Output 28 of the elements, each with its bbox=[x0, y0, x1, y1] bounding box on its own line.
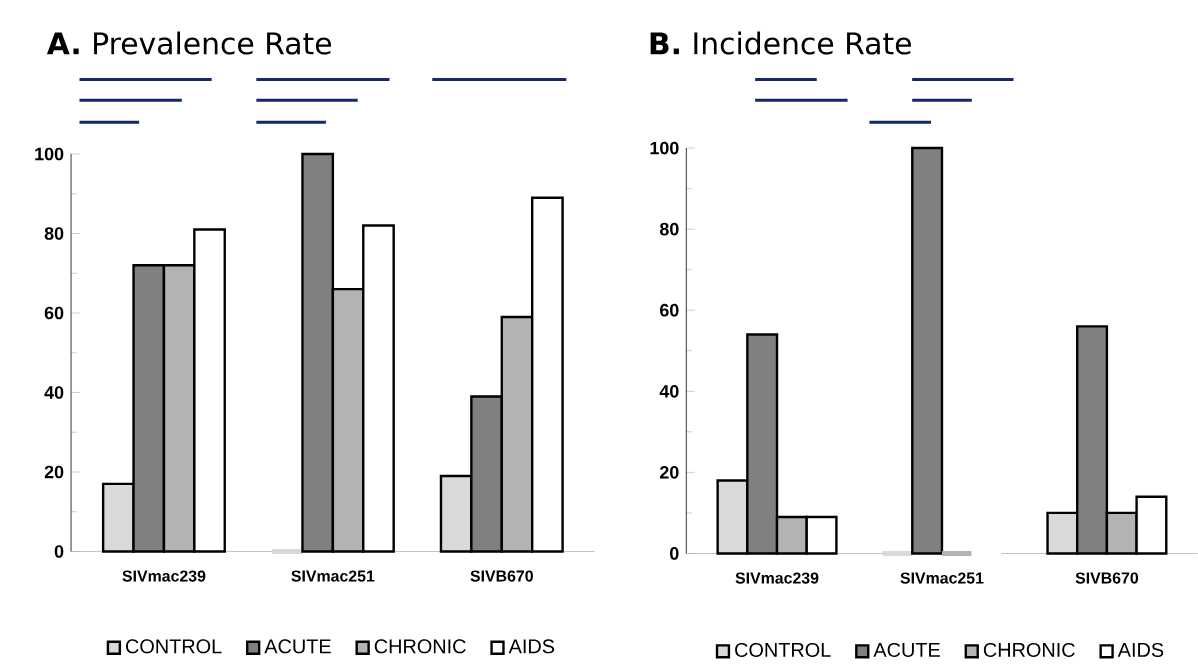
y-tick-label: 0 bbox=[54, 545, 64, 558]
chart-title: B. Incidence Rate bbox=[650, 31, 911, 55]
x-tick-label: SIVmac251 bbox=[900, 572, 984, 584]
y-tick-label: 20 bbox=[660, 466, 679, 479]
x-tick-label: SIVmac239 bbox=[735, 572, 819, 584]
y-tick-label: 100 bbox=[35, 147, 64, 161]
y-tick-label: 80 bbox=[44, 227, 64, 241]
y-tick-label: 100 bbox=[650, 141, 679, 155]
x-tick-label: SIVB670 bbox=[1075, 572, 1139, 584]
legend-label: CHRONIC bbox=[983, 643, 1075, 658]
x-tick-label: SIVmac251 bbox=[291, 570, 375, 582]
y-tick-label: 40 bbox=[659, 385, 679, 398]
legend-label: ACUTE bbox=[873, 643, 940, 658]
legend-label: CONTROL bbox=[735, 643, 831, 658]
legend-label: CHRONIC bbox=[374, 639, 466, 654]
x-tick-label: SIVB670 bbox=[470, 570, 533, 582]
y-tick-label: 60 bbox=[44, 306, 64, 320]
y-tick-label: 20 bbox=[44, 465, 64, 479]
chart-title: A. Prevalence Rate bbox=[46, 31, 331, 55]
legend-label: AIDS bbox=[508, 639, 555, 654]
x-tick-label: SIVmac239 bbox=[122, 570, 206, 582]
y-tick-label: 40 bbox=[44, 386, 64, 399]
y-tick-label: 80 bbox=[659, 222, 679, 236]
y-tick-label: 0 bbox=[670, 547, 679, 560]
legend-label: CONTROL bbox=[126, 639, 222, 654]
y-tick-label: 60 bbox=[660, 304, 679, 317]
legend-label: ACUTE bbox=[264, 639, 331, 654]
legend-label: AIDS bbox=[1117, 643, 1164, 658]
